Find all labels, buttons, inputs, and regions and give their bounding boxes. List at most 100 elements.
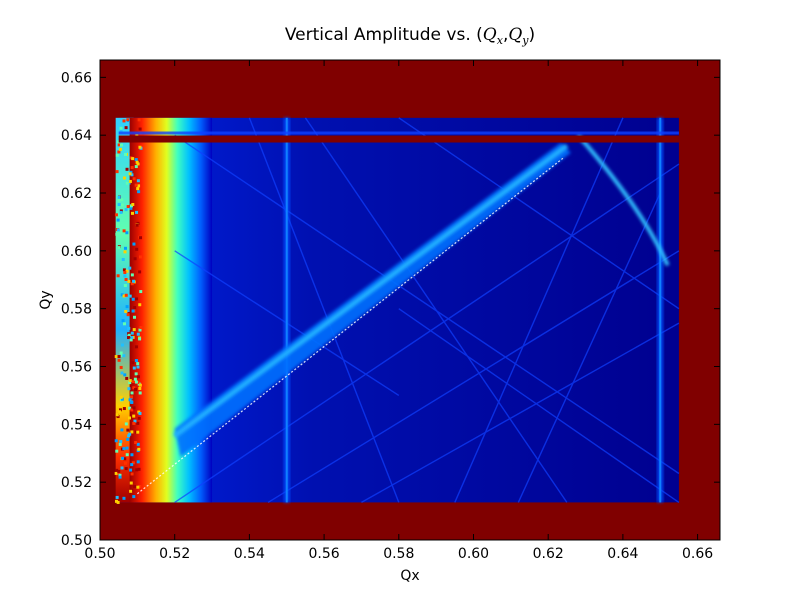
speckle-mark bbox=[132, 328, 136, 332]
x-tick-label: 0.62 bbox=[533, 546, 564, 562]
speckle-mark bbox=[126, 313, 130, 317]
x-tick-label: 0.64 bbox=[607, 546, 638, 562]
speckle-mark bbox=[117, 195, 121, 199]
speckle-mark bbox=[119, 440, 123, 444]
speckle-mark bbox=[134, 165, 138, 169]
speckle-mark bbox=[119, 143, 123, 147]
speckle-mark bbox=[119, 395, 123, 399]
speckle-mark bbox=[124, 152, 128, 156]
speckle-mark bbox=[136, 162, 140, 166]
speckle-mark bbox=[137, 447, 141, 451]
speckle-mark bbox=[123, 274, 127, 278]
resonance-line bbox=[267, 250, 680, 504]
speckle-mark bbox=[133, 419, 137, 423]
speckle-mark bbox=[128, 379, 132, 383]
main-resonance-band bbox=[174, 142, 571, 457]
speckle-mark bbox=[120, 397, 124, 401]
speckle-mark bbox=[137, 190, 141, 194]
speckle-mark bbox=[125, 181, 129, 185]
speckle-mark bbox=[132, 421, 136, 425]
speckle-mark bbox=[124, 277, 128, 281]
speckle-mark bbox=[124, 126, 128, 130]
speckle-mark bbox=[120, 293, 124, 297]
speckle-mark bbox=[130, 463, 134, 467]
speckle-mark bbox=[134, 359, 138, 363]
speckle-mark bbox=[125, 376, 129, 380]
speckle-mark bbox=[115, 495, 119, 499]
chart-title: Vertical Amplitude vs. (Qx,Qy) bbox=[285, 25, 535, 47]
speckle-mark bbox=[130, 453, 134, 457]
speckle-mark bbox=[122, 176, 126, 180]
speckle-mark bbox=[122, 447, 126, 451]
speckle-mark bbox=[128, 294, 132, 298]
plot-frame bbox=[99, 59, 721, 541]
x-axis-label: Qx bbox=[400, 568, 419, 584]
speckle-mark bbox=[130, 166, 134, 170]
speckle-mark bbox=[135, 468, 139, 472]
speckle-mark bbox=[138, 383, 142, 387]
speckle-mark bbox=[128, 179, 132, 183]
speckle-mark bbox=[117, 469, 121, 473]
speckle-mark bbox=[131, 203, 135, 207]
speckle-mark bbox=[134, 380, 138, 384]
resonance-line bbox=[248, 117, 400, 503]
speckle-mark bbox=[122, 496, 126, 500]
speckle-mark bbox=[127, 181, 131, 185]
speckle-mark bbox=[125, 446, 129, 450]
speckle-mark bbox=[130, 430, 134, 434]
speckle-mark bbox=[134, 158, 138, 162]
speckle-mark bbox=[117, 246, 121, 250]
speckle-mark bbox=[114, 355, 118, 359]
speckle-mark bbox=[118, 410, 122, 414]
x-tick-label: 0.60 bbox=[458, 546, 489, 562]
speckle-mark bbox=[129, 338, 133, 342]
speckle-mark bbox=[129, 206, 133, 210]
speckle-mark bbox=[138, 328, 142, 332]
speckle-mark bbox=[130, 211, 134, 215]
speckle-mark bbox=[118, 475, 122, 479]
axis-ticks: 0.50 0.52 0.54 0.56 0.58 0.60 0.62 0.64 0.66 0.50… bbox=[61, 60, 720, 562]
speckle-mark bbox=[122, 268, 126, 272]
speckle-mark bbox=[124, 310, 128, 314]
speckle-mark bbox=[131, 461, 135, 465]
speckle-mark bbox=[138, 391, 142, 395]
speckle-mark bbox=[119, 129, 123, 133]
resonance-line bbox=[517, 192, 661, 503]
y-tick-label: 0.60 bbox=[61, 244, 92, 260]
speckle-mark bbox=[116, 140, 120, 144]
speckle-mark bbox=[115, 153, 119, 157]
speckle-mark bbox=[128, 398, 132, 402]
speckle-mark bbox=[124, 293, 128, 297]
speckle-mark bbox=[128, 416, 132, 420]
speckle-mark bbox=[123, 250, 127, 254]
y-tick-label: 0.54 bbox=[61, 417, 92, 433]
speckle-mark bbox=[125, 305, 129, 309]
speckle-mark bbox=[133, 377, 137, 381]
speckle-mark bbox=[131, 361, 135, 365]
speckle-mark bbox=[138, 127, 142, 131]
resonance-line bbox=[174, 163, 680, 503]
y-tick-label: 0.56 bbox=[61, 360, 92, 376]
speckle-mark bbox=[130, 336, 134, 340]
speckle-mark bbox=[123, 284, 127, 288]
speckle-mark bbox=[132, 406, 136, 410]
speckle-mark bbox=[117, 150, 121, 154]
speckle-mark bbox=[136, 365, 140, 369]
speckle-mark bbox=[136, 421, 140, 425]
x-tick-label: 0.52 bbox=[159, 546, 190, 562]
speckle-mark bbox=[139, 325, 143, 329]
speckle-mark bbox=[120, 203, 124, 207]
speckle-mark bbox=[130, 282, 134, 286]
speckle-mark bbox=[125, 231, 129, 235]
speckle-mark bbox=[130, 391, 134, 395]
speckle-mark bbox=[122, 354, 126, 358]
hot-row bbox=[118, 135, 679, 143]
speckle-mark bbox=[120, 343, 124, 347]
speckle-mark bbox=[115, 232, 119, 236]
speckle-mark bbox=[116, 223, 120, 227]
speckle-mark bbox=[132, 386, 136, 390]
speckle-mark bbox=[127, 333, 131, 337]
speckle-mark bbox=[131, 309, 135, 313]
speckle-mark bbox=[115, 170, 119, 174]
speckle-mark bbox=[139, 290, 143, 294]
